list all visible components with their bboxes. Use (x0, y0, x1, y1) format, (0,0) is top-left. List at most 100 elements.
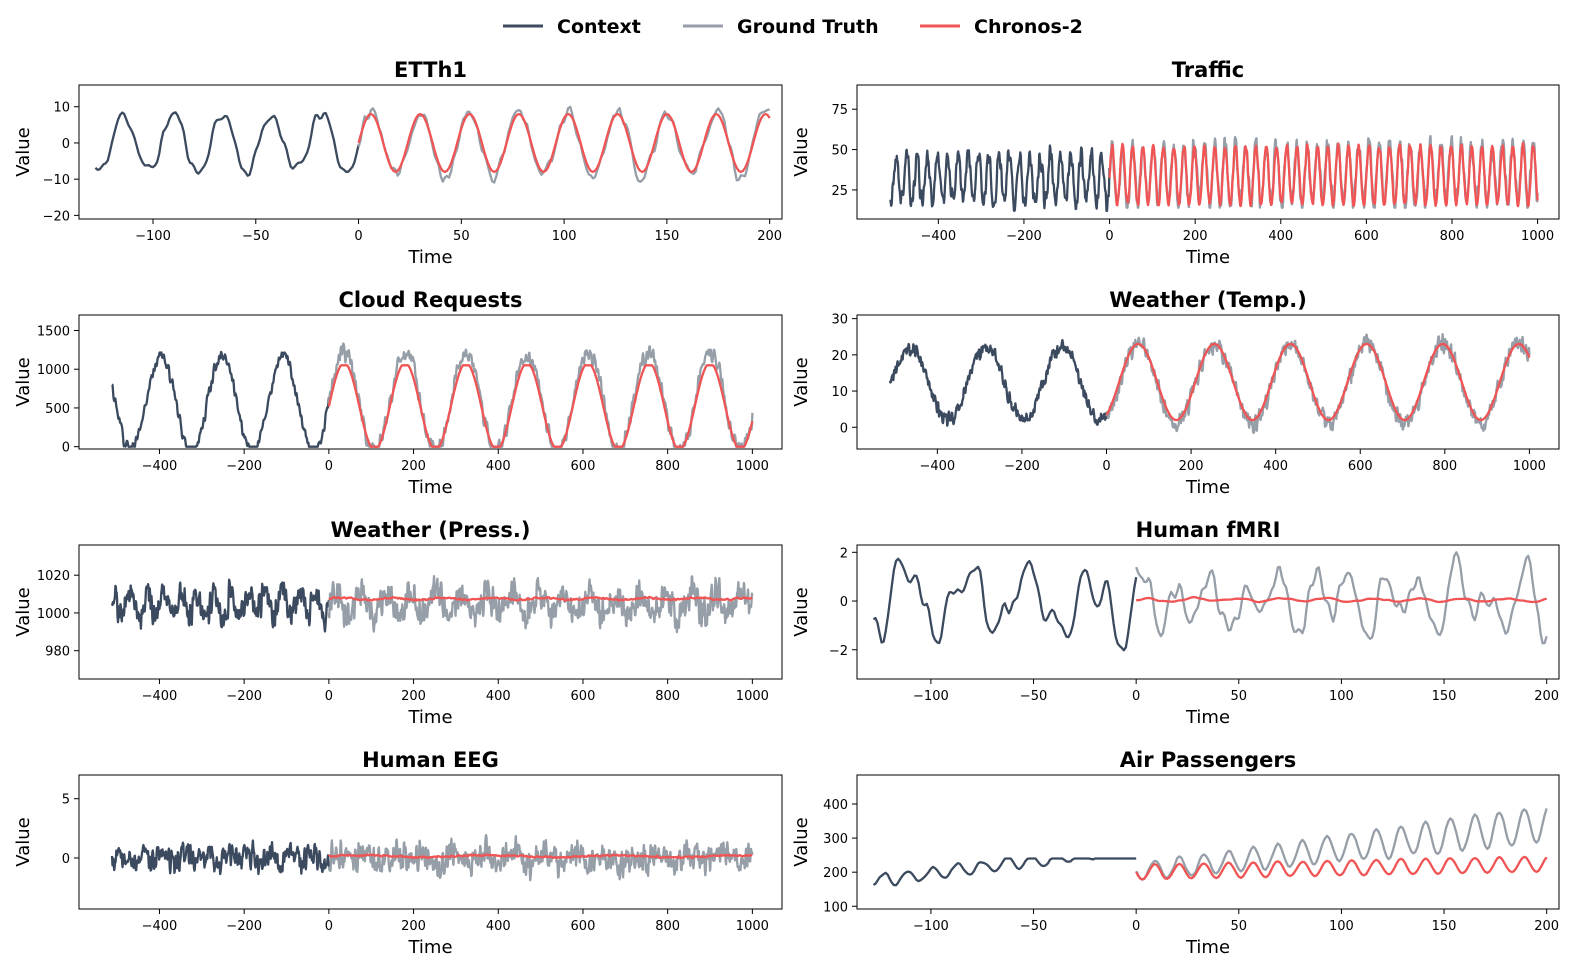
panel-human-fmri: −100 −50 0 50 100 150 200 −2 0 2 Human fMRI Time Val… (791, 518, 1560, 728)
y-tick-label: 10 (831, 385, 848, 400)
x-tick-label: 0 (325, 919, 333, 934)
x-axis-label: Time (1185, 477, 1230, 498)
x-tick-label: 100 (1329, 919, 1354, 934)
x-tick-label: 400 (1263, 459, 1288, 474)
x-tick-label: 1000 (1521, 229, 1554, 244)
y-tick-label: 1020 (37, 569, 70, 584)
plot-frame (856, 544, 1560, 680)
y-tick-label: 100 (823, 900, 848, 915)
x-tick-label: 50 (453, 229, 470, 244)
x-tick-label: 200 (1534, 919, 1559, 934)
x-tick-label: 200 (1183, 229, 1208, 244)
x-tick-label: 600 (571, 689, 596, 704)
x-tick-label: −200 (226, 459, 262, 474)
cloud-requests-forecast-line (327, 364, 754, 448)
x-tick-label: −400 (919, 459, 955, 474)
panel-title: Weather (Press.) (331, 518, 531, 542)
x-tick-label: 0 (325, 459, 333, 474)
x-tick-label: 100 (1329, 689, 1354, 704)
x-tick-label: 400 (486, 459, 511, 474)
panel-title: Human EEG (362, 748, 499, 772)
y-tick-label: −10 (43, 173, 70, 188)
traffic-forecast-line (1108, 141, 1539, 208)
x-tick-label: 200 (757, 229, 782, 244)
x-tick-label: 600 (1354, 229, 1379, 244)
y-tick-label: 0 (62, 441, 70, 456)
y-tick-label: −2 (829, 644, 848, 659)
panel-cloud-requests: −400 −200 0 200 400 600 800 1000 0 500 1000 1500 Clo… (13, 288, 783, 498)
y-tick-label: 2 (840, 546, 848, 561)
x-tick-label: −100 (135, 229, 171, 244)
y-axis-label: Value (791, 357, 812, 406)
x-tick-label: 0 (1132, 919, 1140, 934)
x-axis-label: Time (1185, 707, 1230, 728)
panel-traffic: −400 −200 0 200 400 600 800 1000 25 50 75 Traffic Ti… (791, 58, 1560, 268)
y-axis-label: Value (791, 587, 812, 636)
x-tick-label: 150 (1432, 919, 1457, 934)
plot-frame (78, 544, 783, 680)
x-tick-label: 0 (1102, 459, 1110, 474)
panel-title: Traffic (1172, 58, 1244, 82)
y-axis-label: Value (791, 127, 812, 176)
panel-title: ETTh1 (394, 58, 467, 82)
x-tick-label: −100 (913, 919, 949, 934)
x-tick-label: 0 (354, 229, 362, 244)
x-tick-label: −400 (142, 459, 178, 474)
x-tick-label: −400 (142, 919, 178, 934)
x-tick-label: 200 (1179, 459, 1204, 474)
human-eeg-forecast-line (328, 853, 754, 860)
y-axis-label: Value (791, 817, 812, 866)
x-tick-label: −100 (913, 689, 949, 704)
panel-etth1: −100 −50 0 50 100 150 200−20−10010ETTh1TimeVal… (13, 58, 783, 268)
y-tick-label: 980 (45, 645, 70, 660)
panel-title: Air Passengers (1120, 748, 1296, 772)
y-tick-label: −20 (43, 209, 70, 224)
plot-frame (78, 774, 783, 910)
plot-frame (78, 314, 783, 450)
legend-context-label: Context (557, 16, 641, 38)
y-tick-label: 5 (62, 793, 70, 808)
x-tick-label: −200 (1006, 229, 1042, 244)
legend-chronos-2-label: Chronos-2 (974, 16, 1083, 38)
x-tick-label: 600 (571, 459, 596, 474)
x-tick-label: 0 (1132, 689, 1140, 704)
y-tick-label: 1000 (37, 363, 70, 378)
plot-frame (856, 774, 1560, 910)
weather-temp-context-line (888, 338, 1108, 427)
x-tick-label: 0 (325, 689, 333, 704)
y-tick-label: 300 (823, 832, 848, 847)
panel-air-passengers: −100 −50 0 50 100 150 200 100 200 300 400 Air Passe… (791, 748, 1560, 958)
weather-temp-forecast-line (1105, 342, 1531, 422)
weather-press-ground-truth-line (327, 575, 754, 634)
x-tick-label: 150 (1432, 689, 1457, 704)
y-axis-label: Value (13, 127, 34, 176)
x-axis-label: Time (407, 477, 452, 498)
y-tick-label: 10 (53, 101, 70, 116)
x-tick-label: 1000 (1513, 459, 1546, 474)
x-tick-label: −200 (226, 689, 262, 704)
x-tick-label: 200 (401, 919, 426, 934)
x-tick-label: 800 (655, 689, 680, 704)
human-eeg-context-line (110, 839, 331, 876)
etth1-context-line (94, 111, 360, 177)
x-tick-label: 0 (1105, 229, 1113, 244)
x-tick-label: 200 (401, 689, 426, 704)
x-tick-label: −400 (142, 689, 178, 704)
y-tick-label: 0 (840, 595, 848, 610)
human-fmri-ground-truth-line (1135, 551, 1548, 645)
y-axis-label: Value (13, 357, 34, 406)
y-axis-label: Value (13, 587, 34, 636)
y-tick-label: 50 (831, 144, 848, 159)
x-tick-label: 600 (571, 919, 596, 934)
human-fmri-context-line (872, 557, 1138, 652)
x-axis-label: Time (407, 247, 452, 268)
y-tick-label: 1000 (37, 607, 70, 622)
x-tick-label: −400 (920, 229, 956, 244)
x-tick-label: 800 (1440, 229, 1465, 244)
human-fmri-forecast-line (1136, 595, 1548, 604)
weather-temp-ground-truth-line (1105, 333, 1531, 434)
air-passengers-context-line (872, 857, 1137, 887)
y-tick-label: 0 (62, 137, 70, 152)
air-passengers-ground-truth-line (1135, 808, 1548, 881)
x-tick-label: 50 (1231, 689, 1248, 704)
